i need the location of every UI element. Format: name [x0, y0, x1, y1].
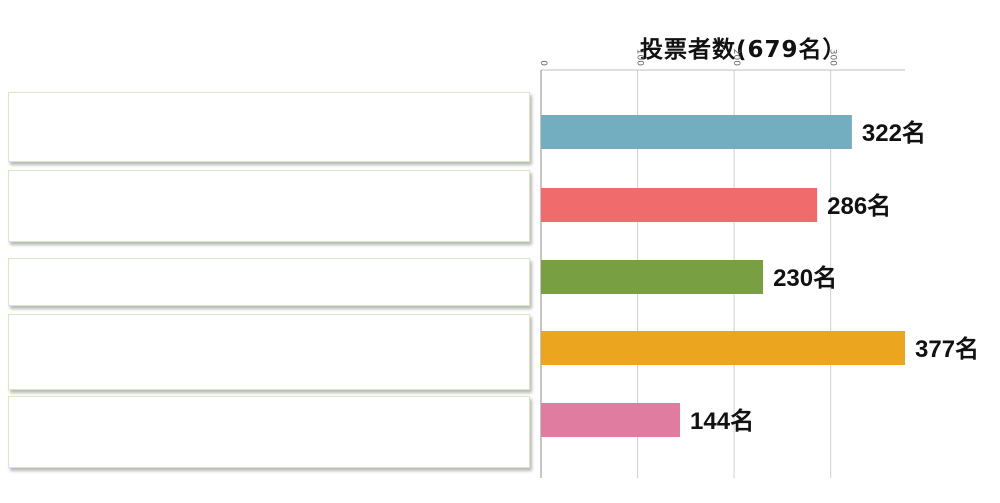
category-item-1: 1.若手消化器外科医の施設・グループを越えた 横断的なネットワークの形成 [8, 92, 530, 162]
bar-4 [541, 331, 905, 365]
category-item-4: 4.多彩なキャリアパスを実現させるための修練 環境の整備と向上 [8, 314, 530, 390]
tick-label-300: 300 [828, 49, 838, 66]
category-item-2: 2.自由な発想に基づく、臨床的意義の高い学術 活動の実施 [8, 170, 530, 242]
bar-1 [541, 115, 852, 149]
category-item-2-line1: 2.自由な発想に基づく、臨床的意義の高い学術 [21, 180, 422, 202]
value-label-4: 377名 [915, 335, 979, 363]
value-label-1: 322名 [862, 119, 926, 147]
category-item-3: 3.多様性のあるワークライフバランスの実現 [8, 258, 530, 306]
category-item-4-line2: 環境の整備と向上 [21, 356, 174, 378]
value-label-3: 230名 [773, 264, 837, 292]
bar-3 [541, 260, 764, 294]
category-item-1-line1: 1.若手消化器外科医の施設・グループを越えた [21, 101, 421, 123]
category-item-5-line1: 5.医学生、初期臨床研修医のリクルートと教育 [21, 406, 421, 428]
value-label-5: 144名 [690, 407, 754, 435]
tick-label-200: 200 [731, 49, 741, 66]
category-item-5: 5.医学生、初期臨床研修医のリクルートと教育 コンテンツの提供 [8, 396, 530, 468]
category-item-5-line2: コンテンツの提供 [21, 436, 174, 458]
bar-5 [541, 403, 681, 437]
tick-label-100: 100 [635, 49, 645, 66]
category-item-4-line1: 4.多彩なキャリアパスを実現させるための修練 [21, 326, 422, 348]
tick-label-0: 0 [538, 60, 548, 66]
category-item-1-line2: 横断的なネットワークの形成 [21, 131, 269, 153]
chart-title: 投票者数(679名） [640, 37, 847, 63]
category-item-3-line1: 3.多様性のあるワークライフバランスの実現 [21, 271, 403, 293]
value-label-2: 286名 [827, 192, 891, 220]
bar-2 [541, 188, 818, 222]
category-item-2-line2: 活動の実施 [21, 210, 117, 232]
